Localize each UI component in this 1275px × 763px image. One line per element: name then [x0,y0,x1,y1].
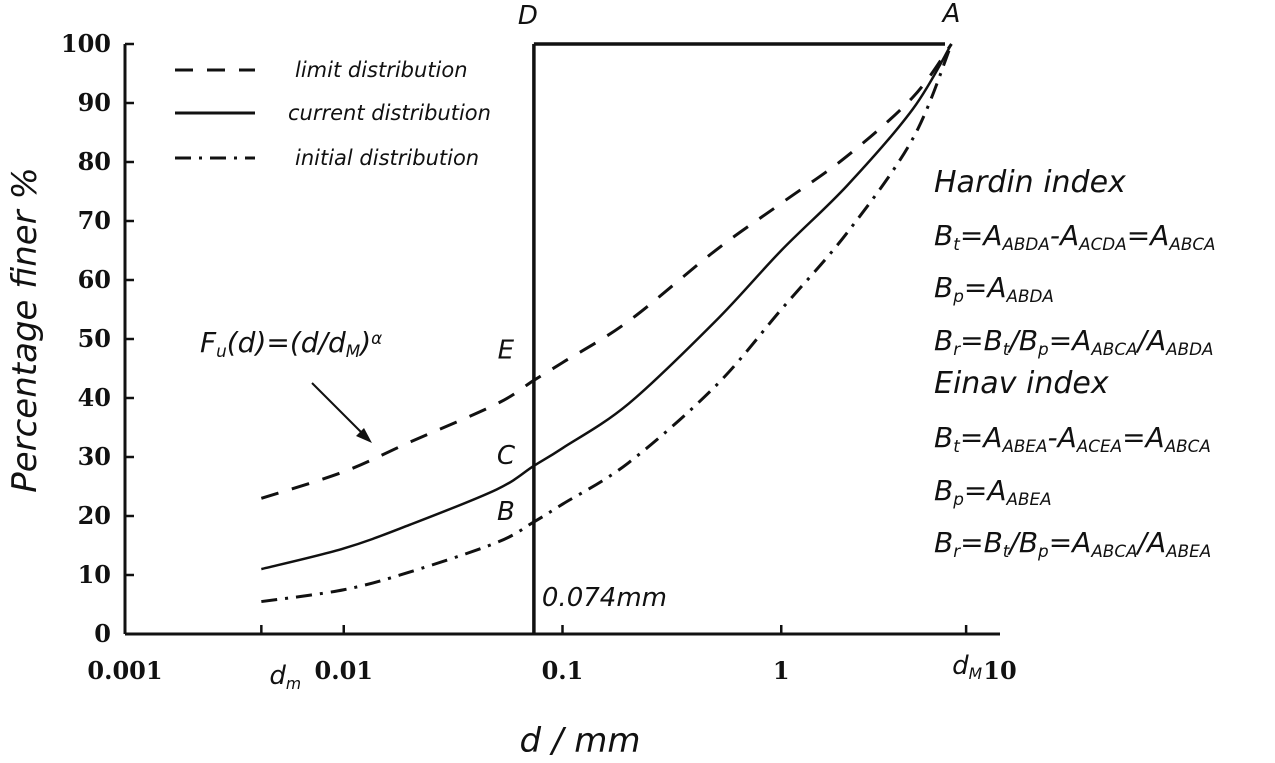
y-axis-label: Percentage finer % [5,167,45,493]
einav-equation: Bp=AABEA [934,474,1052,509]
dm-label: dm [269,661,301,693]
x-tick-label: 0.01 [315,656,373,685]
y-tick-label: 20 [78,501,111,530]
series-line [261,43,953,571]
y-tick-label: 30 [78,442,111,471]
y-tick-label: 10 [78,560,111,589]
point-label: A [941,0,961,29]
x-tick-label: 0.001 [87,656,162,685]
dM-label: dM [952,651,983,683]
formula-text: Fu(d)=(d/dM)α [200,326,382,361]
point-label: D [518,1,538,31]
point-labels: A D E CB [497,0,961,527]
hardin-equation: Bp=AABDA [934,271,1054,306]
y-tick-label: 0 [94,619,111,648]
index-equations: Hardin index Bt=AABDA-AACDA=AABCA Bp=AABDA… [934,165,1216,561]
vertical-line-label: 0.074mm [542,583,667,613]
y-tick-label: 100 [61,29,111,58]
hardin-equation: Br=Bt/Bp=AABCA/AABDA [934,324,1214,359]
formula-annotation: Fu(d)=(d/dM)α [200,326,382,443]
y-tick-label: 90 [78,88,111,117]
reference-lines: 0.074mm [532,42,945,634]
tick-labels: 0 10 20 30 40 50 60 70 80 90 100 0.001 0.01 0.1 1 10 dm d… [61,29,1017,693]
legend-label: current distribution [288,101,491,125]
point-label: E [498,335,515,365]
legend: limit distribution current distribution in… [175,58,491,170]
legend-label: initial distribution [295,146,479,170]
series-line [261,43,953,604]
einav-equation: Br=Bt/Bp=AABCA/AABEA [934,526,1211,561]
y-tick-label: 70 [78,206,111,235]
y-tick-label: 60 [78,265,111,294]
x-tick-label: 10 [983,656,1016,685]
series-lines [260,43,953,604]
einav-equation: Bt=AABEA-AACEA=AABCA [934,421,1211,456]
hardin-equation: Bt=AABDA-AACDA=AABCA [934,219,1216,254]
x-tick-label: 1 [773,656,790,685]
y-tick-label: 80 [78,147,111,176]
annotation-arrow [311,382,367,438]
hardin-title: Hardin index [934,165,1126,200]
series-line [260,43,953,500]
point-label: B [497,497,515,527]
legend-label: limit distribution [295,58,468,82]
arrow-head [356,428,372,443]
x-axis-label: d / mm [520,721,641,761]
point-label: C [497,441,516,471]
y-tick-label: 50 [78,324,111,353]
y-tick-label: 40 [78,383,111,412]
einav-title: Einav index [934,366,1109,401]
x-tick-label: 0.1 [542,656,584,685]
